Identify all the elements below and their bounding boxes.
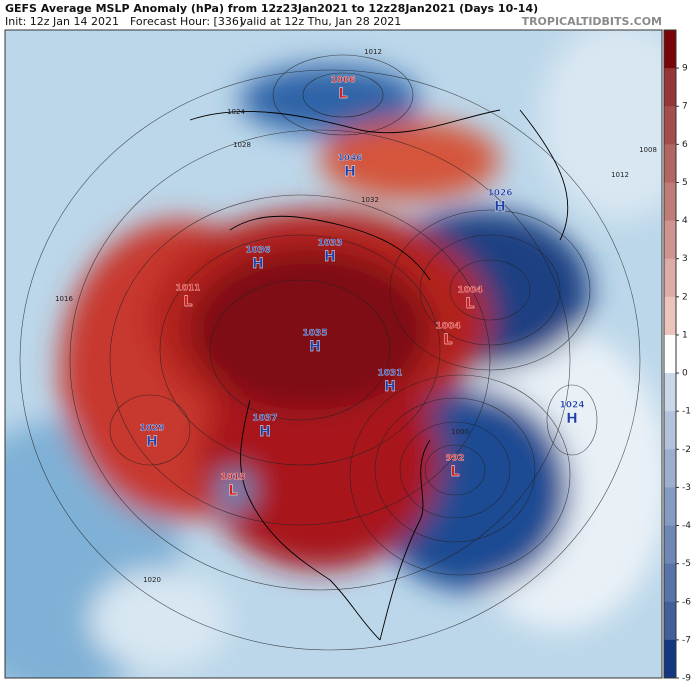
forecast-hour: Forecast Hour: [336] xyxy=(130,15,243,28)
colorbar: 9 7 6 5 4 3 2 1 0 -1 -2 -3 -4 -5 -6 -7 -9 xyxy=(663,29,691,684)
colorbar-swatch xyxy=(664,258,676,298)
center-value: 1037 xyxy=(252,414,277,424)
colorbar-swatch xyxy=(664,525,676,565)
colorbar-label: -1 xyxy=(682,407,691,417)
colorbar-label: -4 xyxy=(682,521,691,531)
center-value: 1046 xyxy=(337,154,362,164)
colorbar-swatch xyxy=(664,182,676,222)
isobar-label: 1024 xyxy=(227,108,245,116)
colorbar-label: 6 xyxy=(682,140,688,150)
center-letter: H xyxy=(344,164,356,180)
center-letter: H xyxy=(566,411,578,427)
center-value: 1031 xyxy=(377,369,402,379)
center-value: 1029 xyxy=(139,424,164,434)
pressure-centers: 1006L1046H1026H1036H1033H1011L1004L1004L… xyxy=(55,48,657,584)
init: Init: 12z Jan 14 2021 xyxy=(5,15,119,28)
colorbar-swatch xyxy=(664,296,676,336)
center-letter: H xyxy=(146,434,158,450)
colorbar-label: 5 xyxy=(682,178,688,188)
center-letter: L xyxy=(466,296,475,312)
center-value: 992 xyxy=(446,454,465,464)
colorbar-swatch xyxy=(664,106,676,145)
colorbar-label: 7 xyxy=(682,102,688,112)
colorbar-swatch xyxy=(664,373,676,412)
colorbar-label: -6 xyxy=(682,597,691,607)
colorbar-swatch xyxy=(664,411,676,450)
colorbar-swatch xyxy=(664,601,676,641)
center-value: 1004 xyxy=(457,286,482,296)
colorbar-label: -2 xyxy=(682,445,691,455)
center-value: 1024 xyxy=(559,401,584,411)
isobar-label: 1012 xyxy=(611,171,629,179)
colorbar-swatch xyxy=(664,639,676,679)
center-letter: L xyxy=(339,86,348,102)
isobar-label: 1000 xyxy=(451,428,469,436)
colorbar-label: 3 xyxy=(682,254,688,264)
map-frame xyxy=(4,29,663,679)
center-value: 1035 xyxy=(302,329,327,339)
center-value: 1036 xyxy=(245,246,270,256)
colorbar-swatch xyxy=(664,220,676,260)
source: TROPICALTIDBITS.COM xyxy=(522,15,662,28)
colorbar-label: -9 xyxy=(682,674,691,684)
colorbar-label: 4 xyxy=(682,216,688,226)
center-value: 1013 xyxy=(220,473,245,483)
colorbar-swatch xyxy=(664,68,676,107)
colorbar-label: -5 xyxy=(682,559,691,569)
isobar-label: 1008 xyxy=(639,146,657,154)
center-letter: H xyxy=(494,199,506,215)
center-value: 1006 xyxy=(330,76,355,86)
colorbar-swatch xyxy=(664,449,676,488)
colorbar-swatch xyxy=(664,30,676,69)
map xyxy=(5,30,662,678)
colorbar-frame xyxy=(663,29,677,679)
colorbar-label: 0 xyxy=(682,369,688,379)
colorbar-swatch xyxy=(664,487,676,527)
center-letter: L xyxy=(229,483,238,499)
center-letter: L xyxy=(184,294,193,310)
center-letter: H xyxy=(324,249,336,265)
isobar-label: 1028 xyxy=(233,141,251,149)
colorbar-label: 9 xyxy=(682,64,688,74)
center-letter: H xyxy=(252,256,264,272)
colorbar-swatch xyxy=(664,144,676,183)
valid-time: valid at 12z Thu, Jan 28 2021 xyxy=(240,15,401,28)
isobar-label: 1016 xyxy=(55,295,73,303)
center-letter: L xyxy=(451,464,460,480)
center-letter: L xyxy=(444,332,453,348)
colorbar-swatch xyxy=(664,563,676,603)
center-letter: H xyxy=(384,379,396,395)
isobar-label: 1012 xyxy=(364,48,382,56)
colorbar-label: -3 xyxy=(682,483,691,493)
center-value: 1011 xyxy=(175,284,200,294)
colorbar-label: 2 xyxy=(682,292,688,302)
center-letter: H xyxy=(259,424,271,440)
center-value: 1026 xyxy=(487,189,512,199)
center-value: 1033 xyxy=(317,239,342,249)
center-letter: H xyxy=(309,339,321,355)
isobar-label: 1032 xyxy=(361,196,379,204)
isobar-label: 1020 xyxy=(143,576,161,584)
colorbar-swatch xyxy=(664,334,676,374)
center-value: 1004 xyxy=(435,322,460,332)
title: GEFS Average MSLP Anomaly (hPa) from 12z… xyxy=(5,2,538,15)
colorbar-label: 1 xyxy=(682,330,688,340)
colorbar-label: -7 xyxy=(682,635,691,645)
